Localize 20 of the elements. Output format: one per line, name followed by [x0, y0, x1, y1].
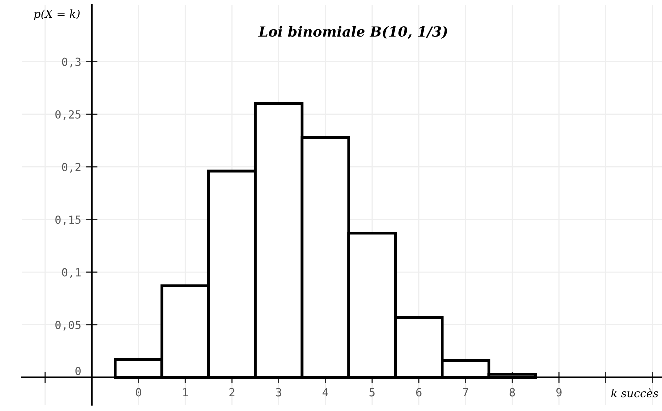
x-tick-label: 3 [276, 388, 282, 397]
y-tick-label: 0,3 [62, 58, 81, 68]
x-tick-label: 0 [136, 388, 142, 397]
x-tick-label: 4 [322, 388, 328, 397]
x-tick-label: 8 [510, 388, 516, 397]
y-tick-label: 0,05 [56, 321, 81, 331]
x-tick-label: 6 [416, 388, 422, 397]
x-tick-label: 7 [463, 388, 468, 397]
y-tick-label: 0,1 [62, 268, 81, 278]
y-tick-label: 0,25 [56, 110, 81, 120]
y-tick-label: 0,2 [62, 163, 81, 173]
y-tick-label: 0,15 [56, 216, 81, 226]
y-tick-label: 0 [76, 367, 81, 376]
x-tick-label: 1 [183, 388, 188, 397]
x-tick-label: 9 [556, 388, 562, 397]
text: Loi binomiale B(10, 1/3) [258, 26, 448, 40]
y-axis-title: p(X = k) [34, 10, 80, 20]
x-tick-label: 2 [230, 388, 235, 397]
x-tick-label: 5 [370, 388, 375, 397]
x-axis-title: k succès [611, 388, 658, 398]
